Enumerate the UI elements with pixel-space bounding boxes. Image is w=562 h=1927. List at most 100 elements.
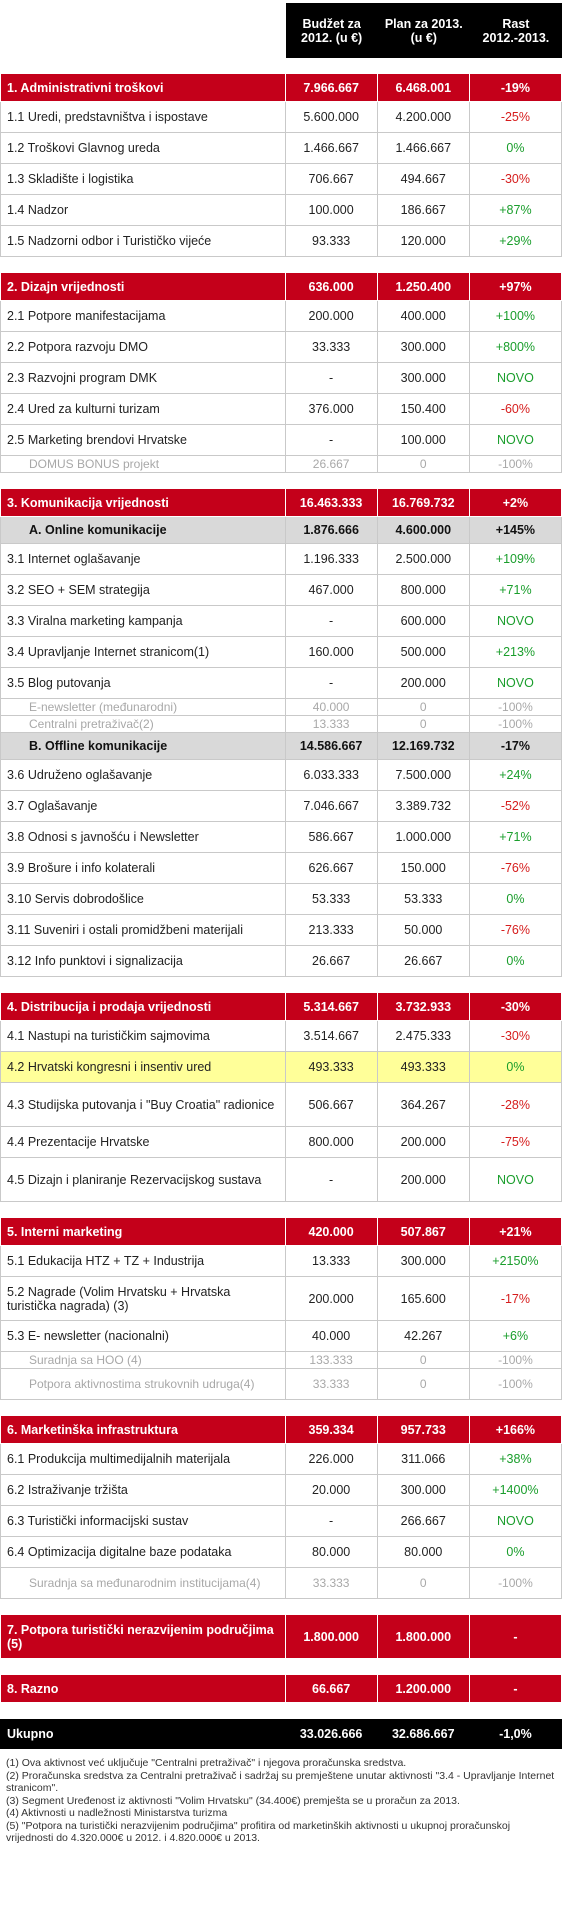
section-plan-2013: 1.250.400 <box>377 273 470 301</box>
growth-value: -75% <box>469 1127 562 1158</box>
row-label: 2.5 Marketing brendovi Hrvatske <box>0 425 286 456</box>
table-row: 3.3 Viralna marketing kampanja -600.000 NO… <box>0 606 562 637</box>
section-growth: - <box>469 1675 562 1703</box>
budget-2012-value: 100.000 <box>285 195 378 226</box>
budget-2012-value: - <box>285 1506 378 1537</box>
plan-2013-value: 300.000 <box>377 1475 470 1506</box>
table-row: 3.11 Suveniri i ostali promidžbeni mater… <box>0 915 562 946</box>
table-row: 1.1 Uredi, predstavništva i ispostave 5.6… <box>0 102 562 133</box>
section-plan-2013: 1.800.000 <box>377 1615 470 1659</box>
spacer-cell <box>0 257 562 273</box>
table-row: 3.5 Blog putovanja -200.000 NOVO <box>0 668 562 699</box>
section-header-row: 6. Marketinška infrastruktura 359.334 957.… <box>0 1416 562 1444</box>
budget-table: Budžet za 2012. (u €) Plan za 2013. (u €… <box>0 3 562 1749</box>
plan-2013-value: 2.475.333 <box>377 1021 470 1052</box>
plan-2013-value: 186.667 <box>377 195 470 226</box>
table-row: 6.2 Istraživanje tržišta 20.000 300.000 +14… <box>0 1475 562 1506</box>
section-spacer <box>0 473 562 489</box>
row-label: 3.4 Upravljanje Internet stranicom(1) <box>0 637 286 668</box>
budget-2012-value: 5.600.000 <box>285 102 378 133</box>
table-row: 3.7 Oglašavanje 7.046.667 3.389.732 -52% <box>0 791 562 822</box>
table-row: 2.3 Razvojni program DMK -300.000 NOVO <box>0 363 562 394</box>
growth-value: -100% <box>469 1568 562 1599</box>
table-row: 6.1 Produkcija multimedijalnih materijal… <box>0 1444 562 1475</box>
growth-value: -76% <box>469 915 562 946</box>
table-row: 3.6 Udruženo oglašavanje 6.033.333 7.500.0… <box>0 760 562 791</box>
row-label: DOMUS BONUS projekt <box>0 456 286 473</box>
plan-2013-value: 200.000 <box>377 1158 470 1202</box>
header-growth: Rast 2012.-2013. <box>469 3 562 58</box>
section-budget-2012: 16.463.333 <box>285 489 378 517</box>
plan-2013-value: 100.000 <box>377 425 470 456</box>
table-row: 3.1 Internet oglašavanje 1.196.333 2.500.0… <box>0 544 562 575</box>
growth-value: NOVO <box>469 606 562 637</box>
spacer-cell <box>0 1703 562 1719</box>
section-growth: +166% <box>469 1416 562 1444</box>
row-label: 4.4 Prezentacije Hrvatske <box>0 1127 286 1158</box>
spacer-cell <box>0 1202 562 1218</box>
budget-2012-value: 40.000 <box>285 1321 378 1352</box>
section-budget-2012: 7.966.667 <box>285 74 378 102</box>
spacer-cell <box>0 1659 562 1675</box>
plan-2013-value: 266.667 <box>377 1506 470 1537</box>
section-title: 2. Dizajn vrijednosti <box>0 273 286 301</box>
growth-value: +71% <box>469 822 562 853</box>
subsection-plan-2013: 12.169.732 <box>377 733 470 760</box>
plan-2013-value: 0 <box>377 716 470 733</box>
growth-value: +2150% <box>469 1246 562 1277</box>
table-header: Budžet za 2012. (u €) Plan za 2013. (u €… <box>0 3 562 58</box>
section-header-row: 2. Dizajn vrijednosti 636.000 1.250.400 +97… <box>0 273 562 301</box>
row-label: 5.2 Nagrade (Volim Hrvatsku + Hrvatska t… <box>0 1277 286 1321</box>
table-row: 4.4 Prezentacije Hrvatske 800.000 200.000-… <box>0 1127 562 1158</box>
table-row: 2.2 Potpora razvoju DMO 33.333 300.000 +800… <box>0 332 562 363</box>
total-label: Ukupno <box>0 1719 286 1749</box>
section-budget-2012: 636.000 <box>285 273 378 301</box>
table-row: 6.3 Turistički informacijski sustav -266.… <box>0 1506 562 1537</box>
table-row: 2.5 Marketing brendovi Hrvatske -100.000 N… <box>0 425 562 456</box>
budget-2012-value: 586.667 <box>285 822 378 853</box>
section-budget-2012: 1.800.000 <box>285 1615 378 1659</box>
row-label: 2.3 Razvojni program DMK <box>0 363 286 394</box>
growth-value: +213% <box>469 637 562 668</box>
section-spacer <box>0 1599 562 1615</box>
row-label: 5.3 E- newsletter (nacionalni) <box>0 1321 286 1352</box>
section-growth: +21% <box>469 1218 562 1246</box>
row-label: 1.4 Nadzor <box>0 195 286 226</box>
section-spacer <box>0 1400 562 1416</box>
row-label: 6.3 Turistički informacijski sustav <box>0 1506 286 1537</box>
growth-value: -100% <box>469 1352 562 1369</box>
table-row: 3.8 Odnosi s javnošću i Newsletter 586.66… <box>0 822 562 853</box>
plan-2013-value: 311.066 <box>377 1444 470 1475</box>
growth-value: NOVO <box>469 1506 562 1537</box>
section-title: 8. Razno <box>0 1675 286 1703</box>
section-plan-2013: 6.468.001 <box>377 74 470 102</box>
section-title: 4. Distribucija i prodaja vrijednosti <box>0 993 286 1021</box>
table-row: 2.4 Ured za kulturni turizam 376.000 150.4… <box>0 394 562 425</box>
growth-value: -100% <box>469 716 562 733</box>
table-row: 4.3 Studijska putovanja i "Buy Croatia" … <box>0 1083 562 1127</box>
section-spacer <box>0 1703 562 1719</box>
budget-2012-value: 26.667 <box>285 946 378 977</box>
section-growth: +2% <box>469 489 562 517</box>
section-plan-2013: 1.200.000 <box>377 1675 470 1703</box>
budget-2012-value: - <box>285 606 378 637</box>
row-label: 2.1 Potpore manifestacijama <box>0 301 286 332</box>
budget-2012-value: 133.333 <box>285 1352 378 1369</box>
row-label: Suradnja sa međunarodnim institucijama(4… <box>0 1568 286 1599</box>
row-label: 3.12 Info punktovi i signalizacija <box>0 946 286 977</box>
budget-2012-value: - <box>285 425 378 456</box>
budget-2012-value: - <box>285 1158 378 1202</box>
budget-2012-value: - <box>285 668 378 699</box>
section-spacer <box>0 1659 562 1675</box>
budget-2012-value: 706.667 <box>285 164 378 195</box>
footnote: (2) Proračunska sredstva za Centralni pr… <box>6 1769 555 1795</box>
growth-value: 0% <box>469 884 562 915</box>
budget-2012-value: 213.333 <box>285 915 378 946</box>
table-row: 3.12 Info punktovi i signalizacija 26.667… <box>0 946 562 977</box>
budget-2012-value: 1.466.667 <box>285 133 378 164</box>
subsection-budget-2012: 14.586.667 <box>285 733 378 760</box>
row-label: 1.5 Nadzorni odbor i Turističko vijeće <box>0 226 286 257</box>
table-row: 3.9 Brošure i info kolaterali 626.667 150.… <box>0 853 562 884</box>
section-spacer <box>0 1202 562 1218</box>
total-budget-2012: 33.026.666 <box>285 1719 378 1749</box>
